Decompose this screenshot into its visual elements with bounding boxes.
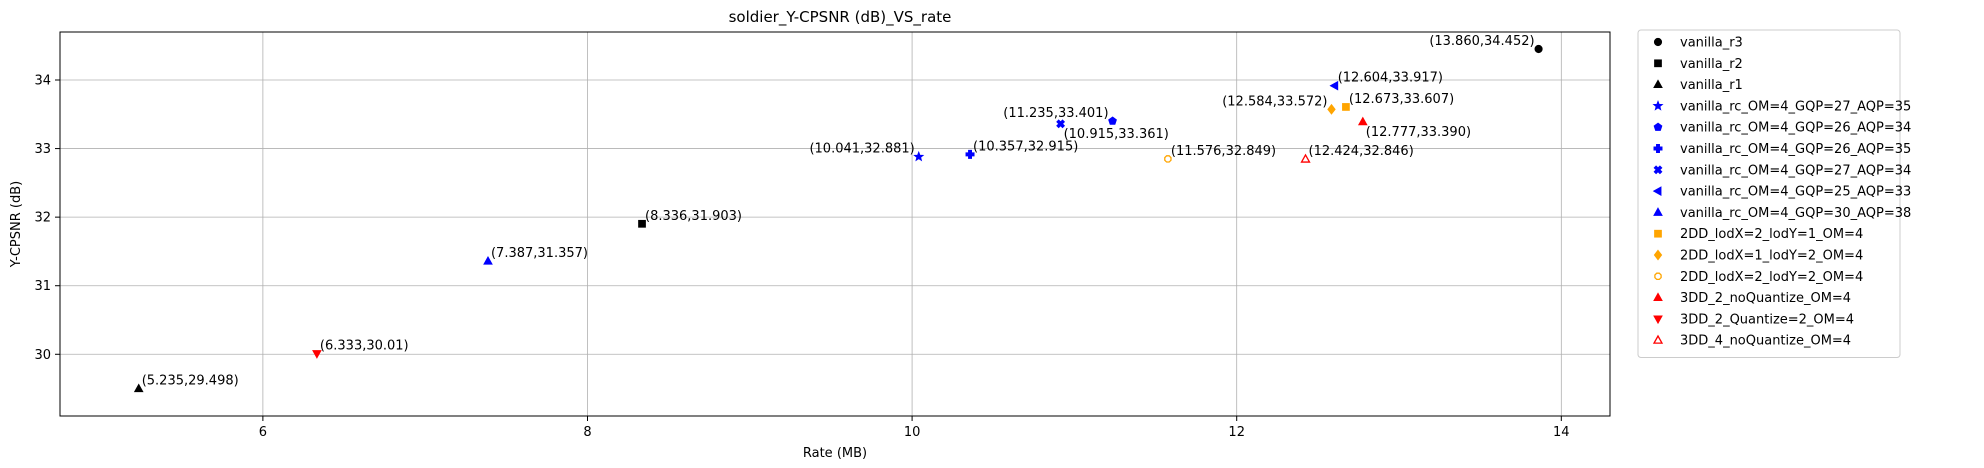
data-point	[1327, 103, 1336, 115]
data-point	[312, 350, 322, 359]
data-point	[1056, 119, 1066, 129]
legend-label: vanilla_rc_OM=4_GQP=25_AQP=33	[1680, 185, 1911, 200]
y-tick-label: 34	[34, 74, 51, 89]
legend-marker	[1653, 207, 1663, 216]
data-point	[1108, 116, 1117, 125]
legend-marker	[1653, 315, 1663, 325]
legend-label: 2DD_lodX=2_lodY=1_OM=4	[1680, 227, 1863, 242]
x-tick-label: 6	[259, 425, 267, 440]
data-label: (12.584,33.572)	[1222, 94, 1327, 109]
legend-marker	[1654, 59, 1662, 68]
data-label: (12.673,33.607)	[1349, 92, 1454, 107]
legend-label: 3DD_4_noQuantize_OM=4	[1680, 334, 1851, 349]
x-marker-shape	[1653, 165, 1663, 175]
data-point	[133, 383, 144, 393]
data-point	[965, 149, 975, 159]
grid	[60, 32, 1610, 416]
data-point	[1329, 80, 1339, 91]
data-label: (12.604,33.917)	[1338, 71, 1443, 86]
legend-label: 2DD_lodX=2_lodY=2_OM=4	[1680, 270, 1863, 285]
y-tick-label: 32	[34, 211, 51, 226]
y-tick-label: 30	[34, 348, 51, 363]
legend-marker	[1653, 292, 1663, 302]
legend-marker	[1653, 79, 1663, 89]
legend-label: vanilla_rc_OM=4_GQP=30_AQP=38	[1680, 206, 1911, 221]
legend-marker	[1652, 186, 1662, 196]
x-marker-shape	[1056, 119, 1066, 129]
legend-label: 2DD_lodX=1_lodY=2_OM=4	[1680, 249, 1863, 264]
legend-marker	[1653, 122, 1663, 131]
legend-label: vanilla_rc_OM=4_GQP=26_AQP=35	[1680, 142, 1911, 157]
data-point	[638, 219, 646, 228]
data-point	[913, 150, 925, 162]
data-label: (7.387,31.357)	[491, 246, 588, 261]
legend-label: vanilla_rc_OM=4_GQP=27_AQP=35	[1680, 99, 1911, 114]
legend: vanilla_r3 vanilla_r2 vanilla_r1 vanilla_rc…	[1637, 29, 1911, 358]
plot-frame	[59, 31, 1611, 417]
legend-marker	[1653, 37, 1663, 47]
legend-label: 3DD_2_Quantize=2_OM=4	[1680, 312, 1854, 327]
data-label: (12.424,32.846)	[1309, 144, 1414, 159]
legend-label: 3DD_2_noQuantize_OM=4	[1680, 291, 1851, 306]
data-point	[1342, 103, 1350, 111]
legend-marker	[1653, 144, 1663, 153]
y-tick-label: 31	[34, 279, 51, 294]
data-label: (10.357,32.915)	[973, 139, 1078, 154]
legend-label: vanilla_r2	[1680, 57, 1743, 72]
x-axis-label: Rate (MB)	[803, 446, 867, 461]
data-point	[1357, 116, 1368, 126]
y-axis-label: Y-CPSNR (dB)	[9, 181, 24, 268]
y-tick-label: 33	[34, 142, 51, 157]
data-label: (10.915,33.361)	[1064, 127, 1169, 142]
legend-marker	[1653, 165, 1663, 175]
legend-marker	[1653, 249, 1663, 261]
data-labels: (13.860,34.452) (8.336,31.903) (5.235,29.4…	[142, 34, 1535, 389]
data-label: (11.576,32.849)	[1171, 144, 1276, 159]
legend-label: vanilla_r1	[1680, 78, 1743, 93]
data-label: (12.777,33.390)	[1366, 125, 1471, 140]
x-tick-label: 10	[904, 425, 921, 440]
legend-marker	[1652, 334, 1664, 344]
data-label: (13.860,34.452)	[1429, 34, 1534, 49]
legend-box	[1637, 29, 1901, 358]
x-tick-label: 12	[1228, 425, 1245, 440]
legend-marker	[1654, 229, 1662, 238]
legend-label: vanilla_rc_OM=4_GQP=26_AQP=34	[1680, 121, 1911, 136]
data-point	[483, 256, 493, 265]
data-label: (10.041,32.881)	[809, 142, 914, 157]
data-label: (8.336,31.903)	[645, 209, 742, 224]
data-point	[1164, 155, 1172, 163]
x-tick-label: 8	[583, 425, 591, 440]
legend-label: vanilla_r3	[1680, 36, 1743, 51]
legend-label: vanilla_rc_OM=4_GQP=27_AQP=34	[1680, 163, 1911, 178]
legend-marker	[1652, 100, 1664, 111]
axis-ticks: 6 8 10 12 14 30 31 32 33 34	[34, 74, 1569, 441]
data-points	[133, 44, 1543, 393]
x-tick-label: 14	[1553, 425, 1570, 440]
data-label: (6.333,30.01)	[320, 339, 409, 354]
chart-title: soldier_Y-CPSNR (dB)_VS_rate	[729, 8, 952, 27]
data-point	[1534, 44, 1543, 54]
data-point	[1300, 153, 1311, 163]
legend-marker	[1654, 272, 1662, 281]
data-label: (5.235,29.498)	[142, 374, 239, 389]
data-label: (11.235,33.401)	[1003, 106, 1108, 121]
